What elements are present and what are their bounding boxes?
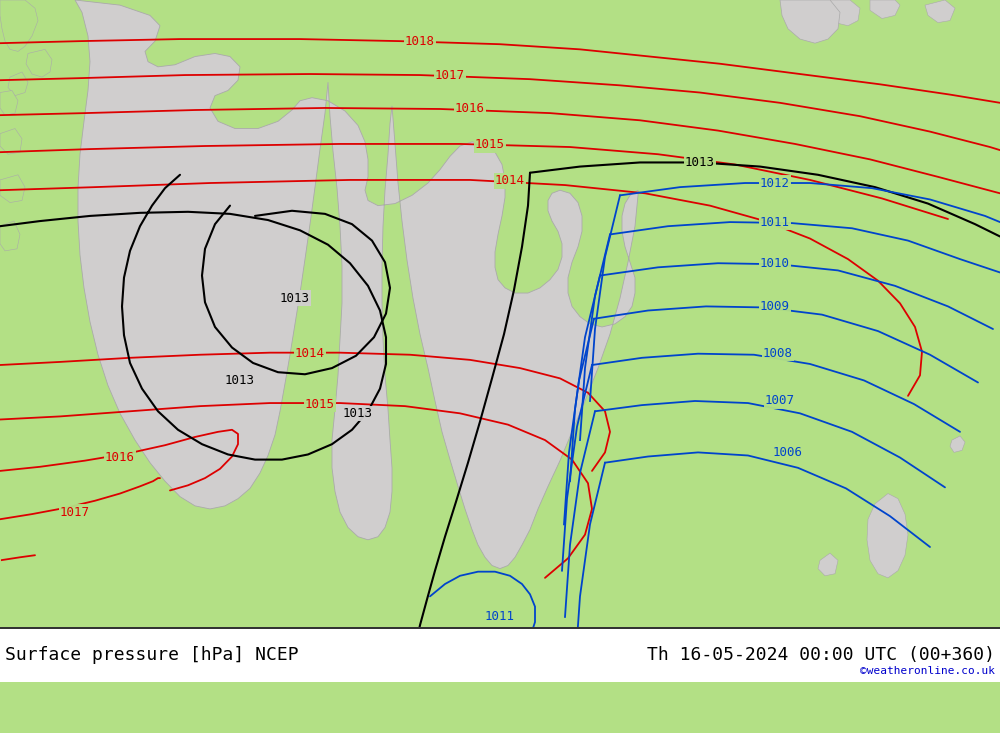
Text: ©weatheronline.co.uk: ©weatheronline.co.uk	[860, 666, 995, 677]
Text: 1016: 1016	[105, 451, 135, 464]
Polygon shape	[818, 553, 838, 576]
Polygon shape	[0, 128, 22, 154]
Text: 1007: 1007	[765, 394, 795, 408]
Polygon shape	[950, 436, 965, 452]
Polygon shape	[0, 221, 20, 251]
Text: 1017: 1017	[60, 506, 90, 518]
Text: 1012: 1012	[760, 177, 790, 190]
Text: 1017: 1017	[435, 69, 465, 81]
Text: 1016: 1016	[455, 103, 485, 116]
Text: 1006: 1006	[773, 446, 803, 459]
Text: 1010: 1010	[760, 257, 790, 270]
Text: Surface pressure [hPa] NCEP: Surface pressure [hPa] NCEP	[5, 646, 299, 664]
Bar	[0, 627, 1000, 629]
Polygon shape	[26, 49, 52, 77]
Polygon shape	[75, 0, 638, 569]
Text: 1018: 1018	[405, 34, 435, 48]
Text: 1015: 1015	[475, 139, 505, 152]
Text: 1014: 1014	[295, 347, 325, 360]
Text: 1015: 1015	[305, 397, 335, 410]
Polygon shape	[0, 90, 18, 115]
Polygon shape	[8, 72, 28, 95]
Polygon shape	[867, 493, 908, 578]
Text: 1008: 1008	[763, 347, 793, 360]
Polygon shape	[820, 0, 860, 26]
Polygon shape	[0, 0, 38, 51]
Text: 1011: 1011	[485, 611, 515, 623]
Bar	[0, 628, 1000, 682]
Text: 1011: 1011	[760, 216, 790, 229]
Text: 1014: 1014	[495, 174, 525, 188]
Polygon shape	[780, 0, 840, 43]
Text: 1013: 1013	[280, 292, 310, 305]
Text: 1009: 1009	[760, 300, 790, 313]
Polygon shape	[0, 174, 25, 202]
Polygon shape	[870, 0, 900, 18]
Polygon shape	[925, 0, 955, 23]
Text: 1013: 1013	[343, 407, 373, 420]
Text: 1013: 1013	[685, 156, 715, 169]
Text: Th 16-05-2024 00:00 UTC (00+360): Th 16-05-2024 00:00 UTC (00+360)	[647, 646, 995, 664]
Text: 1013: 1013	[225, 374, 255, 387]
